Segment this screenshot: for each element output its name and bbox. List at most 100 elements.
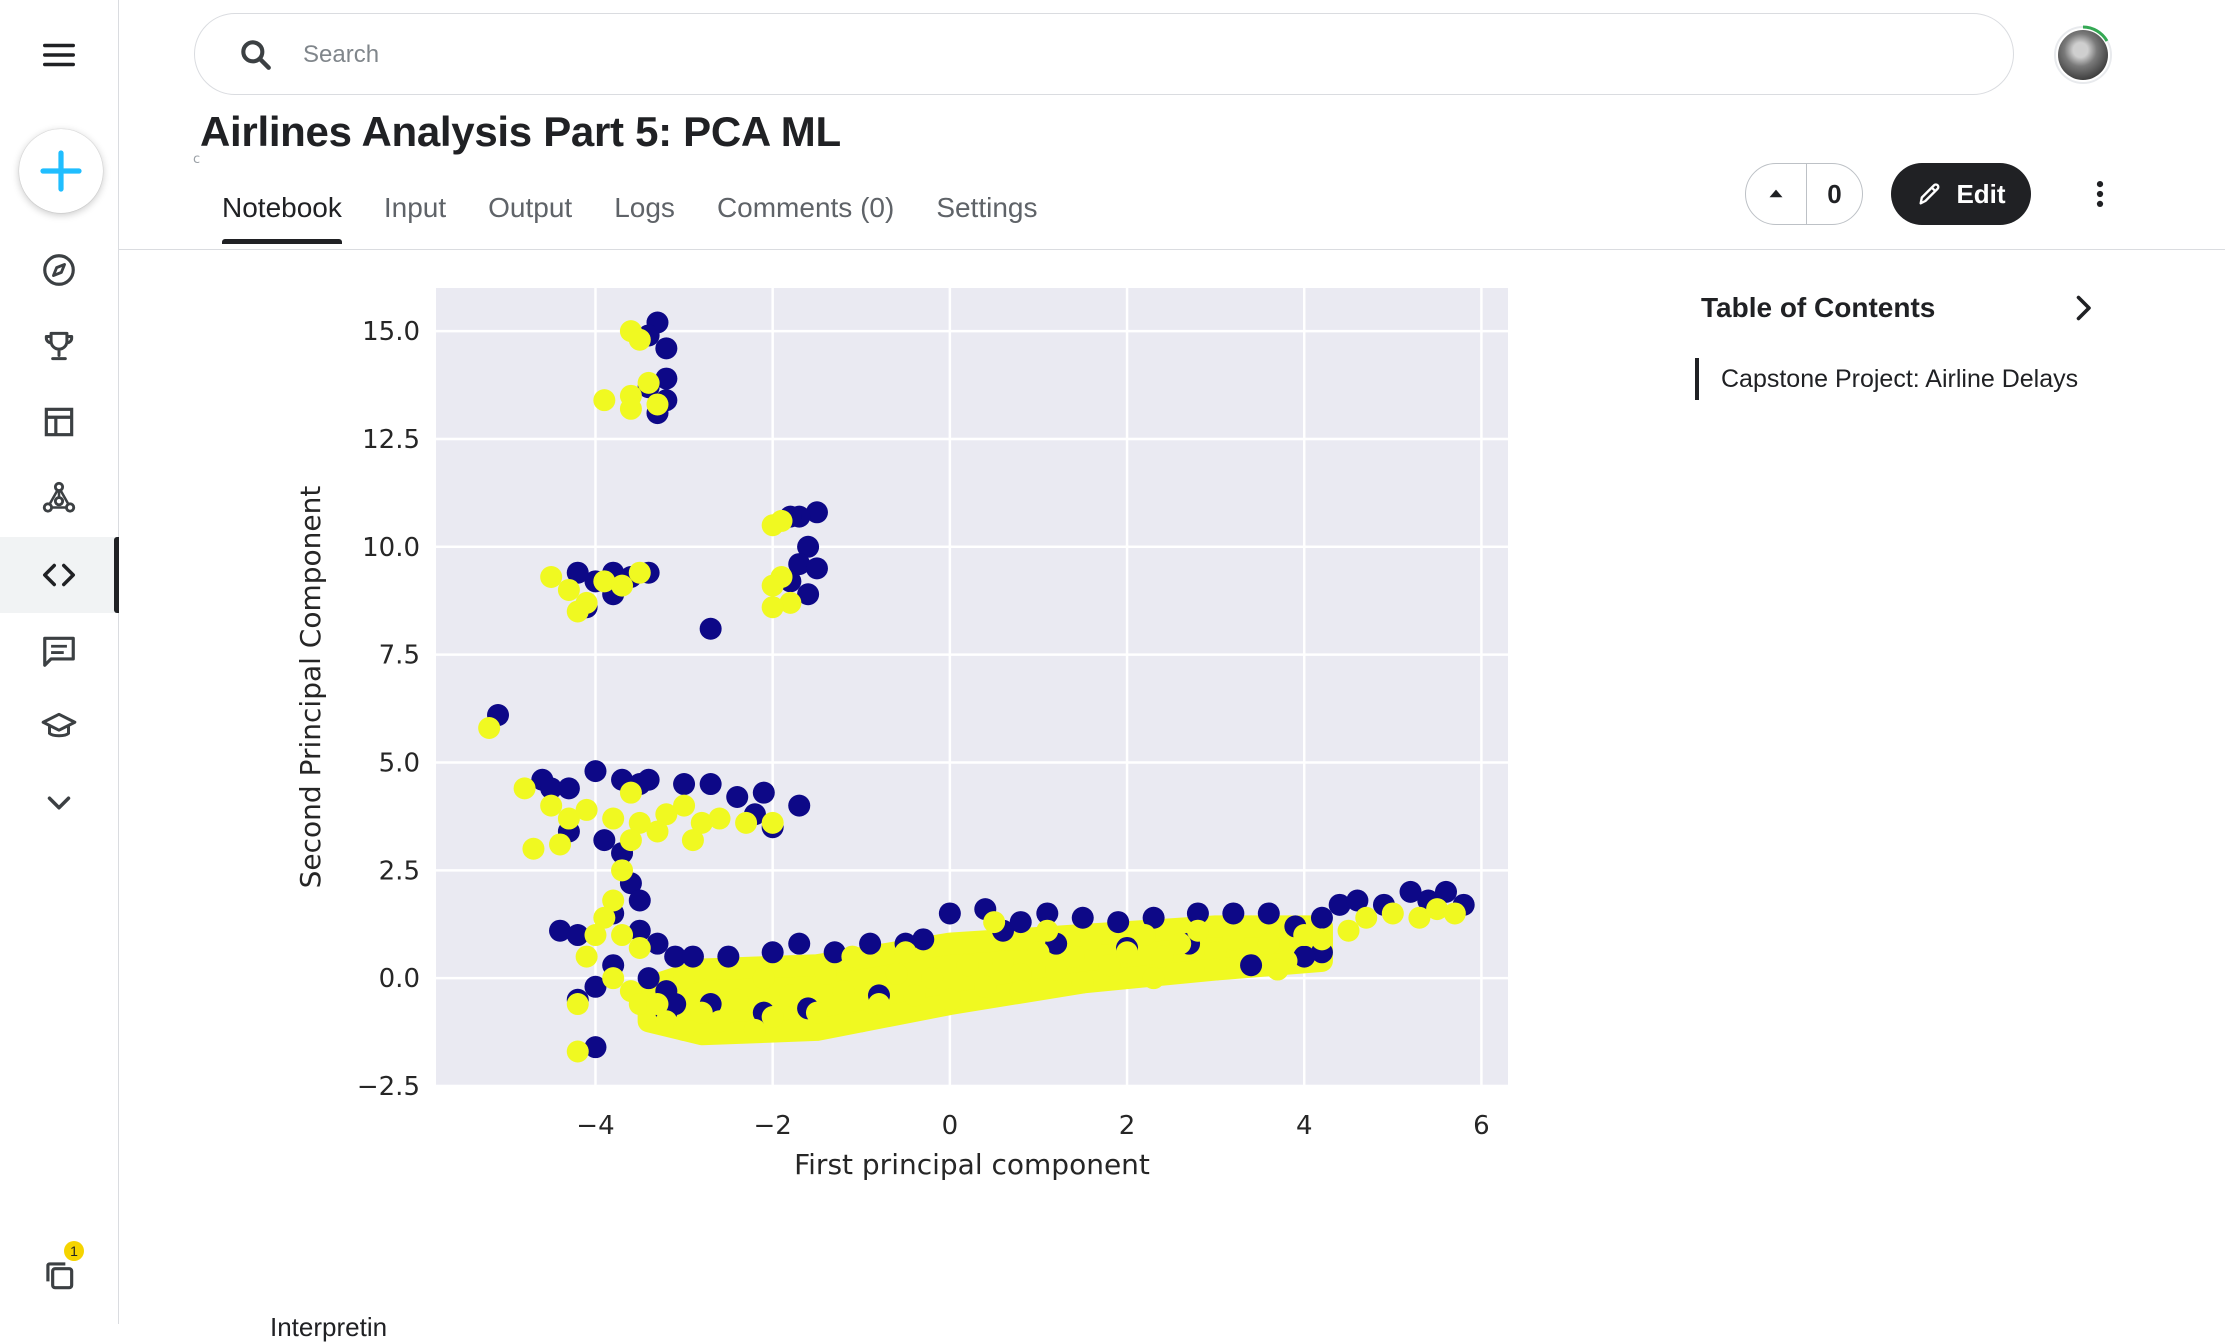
chevron-right-icon[interactable] (2065, 290, 2101, 326)
tab-output[interactable]: Output (488, 192, 573, 223)
scatter-point (1381, 902, 1404, 925)
scatter-point (619, 397, 642, 420)
scatter-point (761, 574, 784, 597)
scatter-point (593, 906, 616, 929)
scatter-point (1169, 932, 1192, 955)
scatter-point (513, 777, 536, 800)
scatter-point (1293, 924, 1316, 947)
scatter-point (646, 820, 669, 843)
tab-comments[interactable]: Comments (0) (716, 192, 895, 223)
scatter-point (549, 919, 572, 942)
menu-icon[interactable] (0, 17, 118, 93)
y-tick-label: 2.5 (379, 856, 420, 886)
expand-more-icon[interactable] (0, 765, 118, 841)
recent-icon[interactable] (0, 1237, 118, 1313)
scatter-point (788, 794, 811, 817)
scatter-point (708, 807, 731, 830)
scatter-point (788, 932, 811, 955)
create-button[interactable] (19, 129, 103, 213)
scatter-point (752, 967, 775, 990)
tab-settings[interactable]: Settings (936, 192, 1038, 223)
scatter-point (1142, 967, 1165, 990)
y-tick-label: 0.0 (379, 964, 420, 994)
page-title: Airlines Analysis Part 5: PCA ML (200, 108, 841, 155)
scatter-point (628, 328, 651, 351)
scatter-point (593, 829, 616, 852)
pca-scatter-chart: −4 −2 0 2 4 6 −2.5 0.0 2.5 5.0 7.5 10.0 12.5 15.0 Fi… (294, 288, 1508, 1181)
scatter-point (1337, 919, 1360, 942)
scatter-point (619, 781, 642, 804)
scatter-point (1009, 980, 1032, 1003)
scatter-point (522, 837, 545, 860)
scatter-point (726, 785, 749, 808)
compass-icon[interactable] (0, 232, 118, 308)
scatter-point (1107, 911, 1130, 934)
scatter-point (566, 924, 589, 947)
search-bar[interactable] (194, 13, 2014, 95)
scatter-point (690, 811, 713, 834)
tab-logs[interactable]: Logs (614, 192, 675, 223)
scatter-point (770, 509, 793, 532)
scatter-point (593, 570, 616, 593)
scatter-point (584, 975, 607, 998)
learn-icon[interactable] (0, 689, 118, 765)
progress-ring (2054, 25, 2112, 84)
toc-item[interactable]: Capstone Project: Airline Delays (1695, 358, 2078, 400)
caret-up-icon (1769, 189, 1783, 198)
scatter-point (1098, 954, 1121, 977)
avatar[interactable] (2058, 30, 2108, 80)
scatter-point (1355, 906, 1378, 929)
scatter-point (1240, 954, 1263, 977)
scatter-point (602, 807, 625, 830)
table-icon[interactable] (0, 384, 118, 460)
discussion-icon[interactable] (0, 613, 118, 689)
scatter-point (805, 1001, 828, 1024)
edit-button[interactable]: Edit (1891, 163, 2031, 225)
scatter-point (566, 561, 589, 584)
scatter-point (1036, 919, 1059, 942)
scatter-point (761, 811, 784, 834)
scatter-point (655, 1010, 678, 1033)
scatter-point (1310, 928, 1333, 951)
scatter-point (885, 962, 908, 985)
x-tick-label: 4 (1296, 1111, 1313, 1141)
scatter-point (1142, 906, 1165, 929)
upvote-button[interactable] (1746, 164, 1807, 224)
y-axis-label: Second Principal Component (294, 486, 327, 889)
scatter-point (646, 932, 669, 955)
tab-notebook[interactable]: Notebook (222, 186, 342, 244)
scatter-point (619, 829, 642, 852)
y-tick-label: −2.5 (357, 1072, 420, 1102)
scatter-point (681, 829, 704, 852)
tab-input[interactable]: Input (383, 192, 447, 223)
scatter-point (655, 803, 678, 826)
search-input[interactable] (301, 34, 1805, 76)
scatter-point (850, 1010, 873, 1033)
trophy-icon[interactable] (0, 308, 118, 384)
vote-control: 0 (1745, 163, 1863, 225)
code-icon[interactable] (0, 537, 119, 613)
scatter-point (1443, 902, 1466, 925)
scatter-point (814, 962, 837, 985)
scatter-point (1009, 962, 1032, 985)
y-tick-label: 12.5 (362, 425, 420, 455)
more-options-button[interactable] (2080, 163, 2120, 225)
scatter-point (779, 984, 802, 1007)
x-tick-label: −2 (753, 1111, 791, 1141)
scatter-point (1204, 941, 1227, 964)
scatter-point (549, 833, 572, 856)
models-icon[interactable] (0, 460, 118, 536)
scatter-point (673, 1018, 696, 1041)
scatter-point (664, 945, 687, 968)
x-tick-label: 2 (1119, 1111, 1136, 1141)
scatter-point (584, 760, 607, 783)
scatter-point (1426, 898, 1449, 921)
scatter-point (788, 553, 811, 576)
scatter-points (478, 311, 1475, 1063)
x-axis-label: First principal component (794, 1148, 1150, 1181)
scatter-point (664, 993, 687, 1016)
scatter-point (938, 902, 961, 925)
scatter-point (1257, 902, 1280, 925)
scatter-point (1045, 958, 1068, 981)
scatter-point (1399, 880, 1422, 903)
